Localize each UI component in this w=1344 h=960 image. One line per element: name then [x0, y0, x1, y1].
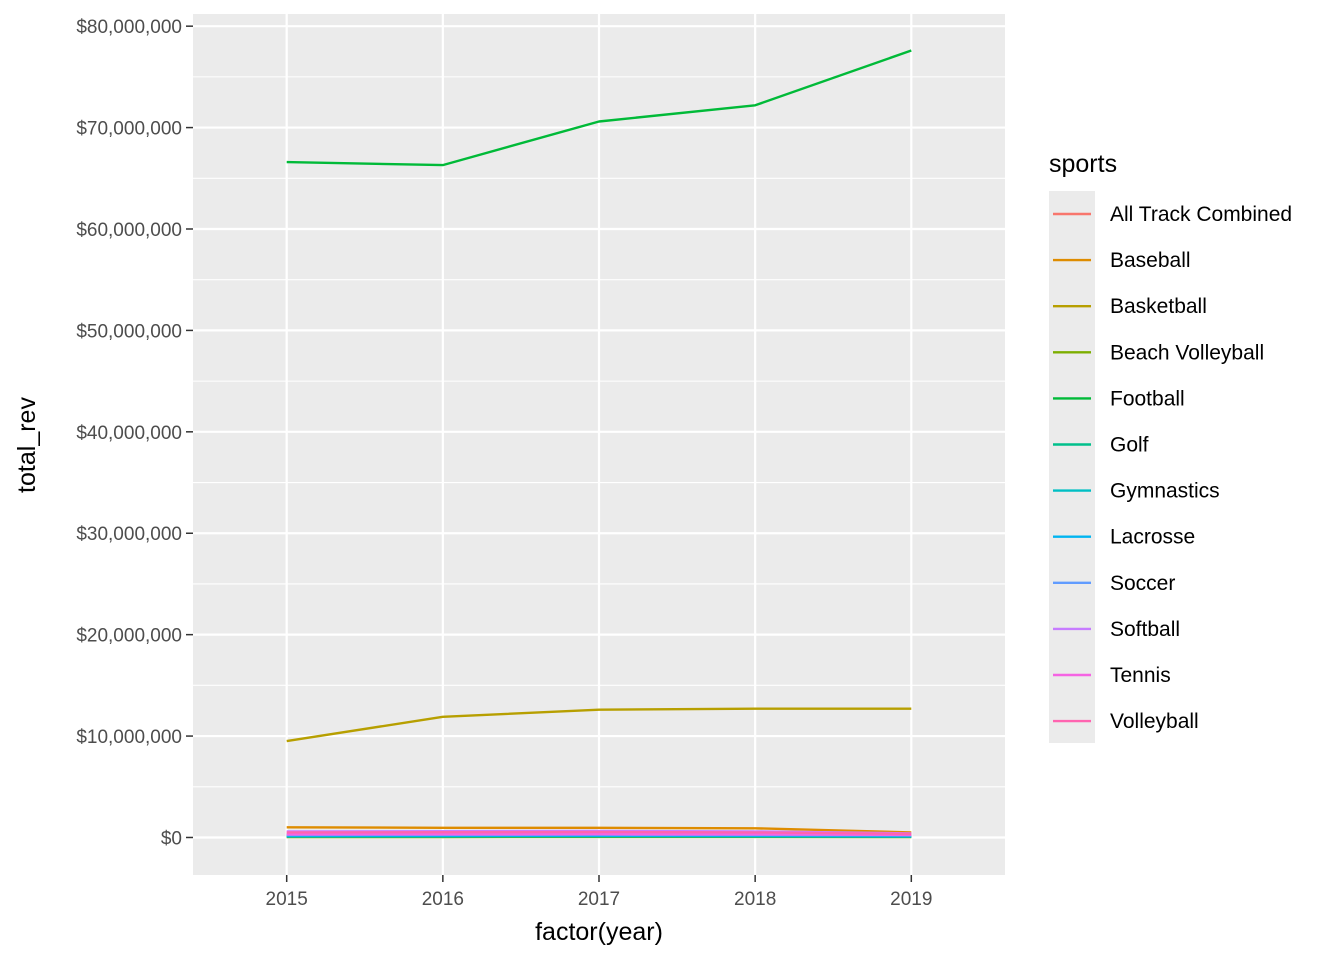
x-tick-label: 2016: [422, 889, 464, 910]
series-line-tennis: [286, 833, 912, 837]
legend-key-background: [1049, 191, 1095, 743]
x-tick-label: 2018: [734, 889, 776, 910]
legend: sports All Track Combined Baseball Basketb…: [1049, 150, 1292, 743]
x-axis-title: factor(year): [535, 918, 663, 946]
legend-label-lacrosse: Lacrosse: [1110, 526, 1195, 549]
x-tick-label: 2015: [266, 889, 308, 910]
series-line-baseball: [286, 826, 912, 834]
y-axis: $0 $10,000,000 $20,000,000 $30,000,000 $40,0…: [76, 17, 193, 849]
legend-items: All Track Combined Baseball Basketball Beac…: [1053, 203, 1292, 733]
y-tick-label: $20,000,000: [76, 626, 182, 647]
legend-label-basketball: Basketball: [1110, 295, 1207, 318]
legend-label-gymnastics: Gymnastics: [1110, 480, 1220, 503]
legend-label-beach-volleyball: Beach Volleyball: [1110, 341, 1264, 364]
legend-label-volleyball: Volleyball: [1110, 710, 1199, 733]
y-tick-label: $30,000,000: [76, 524, 182, 545]
legend-label-baseball: Baseball: [1110, 249, 1191, 272]
legend-label-softball: Softball: [1110, 618, 1180, 641]
legend-label-golf: Golf: [1110, 434, 1149, 457]
legend-label-all-track-combined: All Track Combined: [1110, 203, 1292, 226]
legend-title: sports: [1049, 150, 1117, 178]
series-line-basketball: [286, 707, 912, 743]
y-tick-label: $0: [161, 828, 182, 849]
legend-label-football: Football: [1110, 387, 1185, 410]
y-tick-label: $80,000,000: [76, 17, 182, 38]
x-axis: 2015 2016 2017 2018 2019: [266, 875, 932, 910]
y-tick-label: $40,000,000: [76, 423, 182, 444]
series-line-volleyball: [286, 830, 912, 836]
y-axis-title: total_rev: [13, 397, 41, 493]
y-tick-label: $50,000,000: [76, 321, 182, 342]
y-tick-label: $10,000,000: [76, 727, 182, 748]
y-tick-label: $60,000,000: [76, 220, 182, 241]
legend-label-soccer: Soccer: [1110, 572, 1175, 595]
series-lines: [286, 49, 912, 839]
series-line-football: [286, 49, 912, 167]
x-tick-label: 2019: [890, 889, 932, 910]
y-tick-label: $70,000,000: [76, 119, 182, 140]
legend-label-tennis: Tennis: [1110, 664, 1171, 687]
x-tick-label: 2017: [578, 889, 620, 910]
